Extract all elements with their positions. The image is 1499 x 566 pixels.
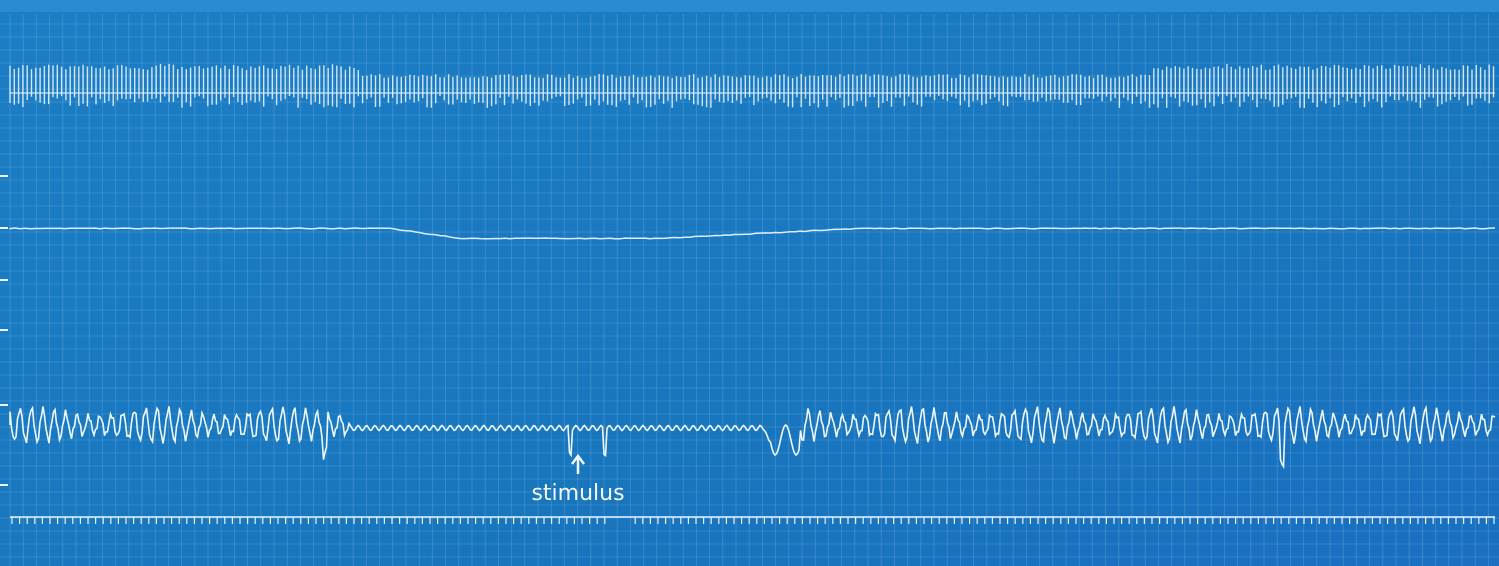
recording: stimulus: [0, 0, 1499, 566]
stimulus-label: stimulus: [531, 481, 624, 506]
top-edge: [0, 0, 1499, 12]
page: stimulus (() => { const data = JSON.pars…: [0, 0, 1499, 566]
